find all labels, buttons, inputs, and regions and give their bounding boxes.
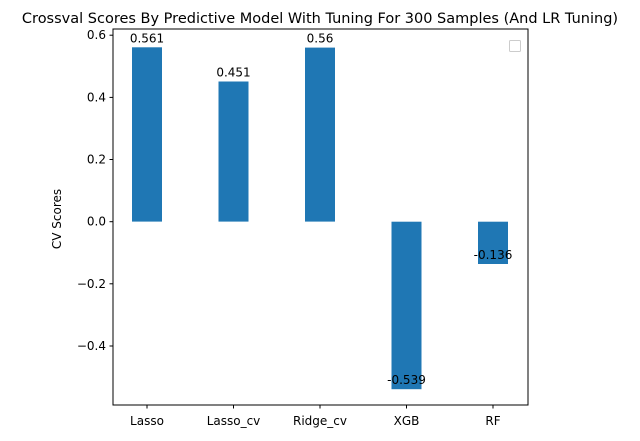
x-tick-label: RF [485,414,500,428]
x-tick-label: Lasso [130,414,164,428]
legend-box [509,40,521,52]
chart-title: Crossval Scores By Predictive Model With… [22,11,618,27]
data-label: -0.539 [387,373,426,387]
y-tick-label: −0.2 [77,277,106,291]
data-label: 0.56 [307,32,334,46]
x-axis: Lasso Lasso_cv Ridge_cv XGB RF [130,405,501,428]
y-axis-label: CV Scores [50,189,64,249]
y-tick-label: 0.0 [87,215,106,229]
x-tick-label: Lasso_cv [207,414,261,428]
x-tick-label: XGB [394,414,420,428]
bars-layer [132,47,508,390]
y-tick-label: 0.4 [87,90,106,104]
bar-lasso-cv [218,81,249,222]
data-label: 0.451 [216,66,250,80]
bar-ridge-cv [305,47,335,222]
data-label: 0.561 [130,31,164,45]
y-tick-label: 0.2 [87,153,106,167]
y-axis: 0.6 0.4 0.2 0.0 −0.2 −0.4 [77,28,113,353]
y-tick-label: 0.6 [87,28,106,42]
bar-rf [478,221,508,264]
data-labels: 0.561 0.451 0.56 -0.539 -0.136 [130,31,513,387]
x-tick-label: Ridge_cv [293,414,347,428]
bar-xgb [391,221,422,390]
data-label: -0.136 [474,248,513,262]
bar-lasso [132,47,162,222]
y-tick-label: −0.4 [77,339,106,353]
